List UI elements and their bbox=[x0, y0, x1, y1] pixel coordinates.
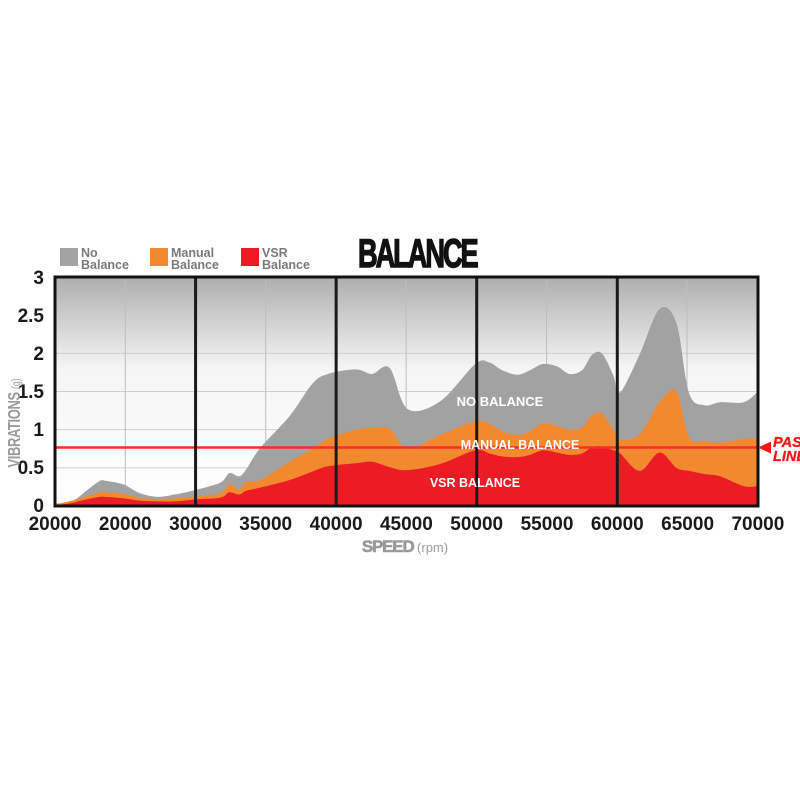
svg-text:20000: 20000 bbox=[99, 514, 152, 535]
svg-text:SPEED (rpm): SPEED (rpm) bbox=[362, 537, 448, 556]
svg-text:2: 2 bbox=[33, 344, 44, 365]
svg-text:BALANCE: BALANCE bbox=[358, 232, 478, 276]
svg-text:2.5: 2.5 bbox=[18, 306, 45, 327]
svg-text:30000: 30000 bbox=[169, 514, 222, 535]
svg-text:45000: 45000 bbox=[380, 514, 433, 535]
svg-text:1: 1 bbox=[33, 420, 44, 441]
svg-text:MANUAL BALANCE: MANUAL BALANCE bbox=[461, 438, 580, 452]
svg-text:35000: 35000 bbox=[239, 514, 292, 535]
svg-text:3: 3 bbox=[33, 268, 44, 289]
svg-text:VIBRATIONS (g): VIBRATIONS (g) bbox=[5, 378, 25, 467]
svg-text:55000: 55000 bbox=[521, 514, 574, 535]
svg-text:40000: 40000 bbox=[310, 514, 363, 535]
svg-text:NO BALANCE: NO BALANCE bbox=[457, 394, 544, 409]
svg-text:70000: 70000 bbox=[731, 514, 784, 535]
svg-text:Balance: Balance bbox=[81, 258, 129, 272]
svg-text:65000: 65000 bbox=[661, 514, 714, 535]
svg-text:LINE: LINE bbox=[773, 449, 800, 465]
svg-text:50000: 50000 bbox=[450, 514, 503, 535]
svg-text:20000: 20000 bbox=[29, 514, 82, 535]
svg-text:Balance: Balance bbox=[262, 258, 310, 272]
svg-text:Balance: Balance bbox=[171, 258, 219, 272]
svg-text:VSR BALANCE: VSR BALANCE bbox=[430, 476, 520, 490]
svg-text:60000: 60000 bbox=[591, 514, 644, 535]
